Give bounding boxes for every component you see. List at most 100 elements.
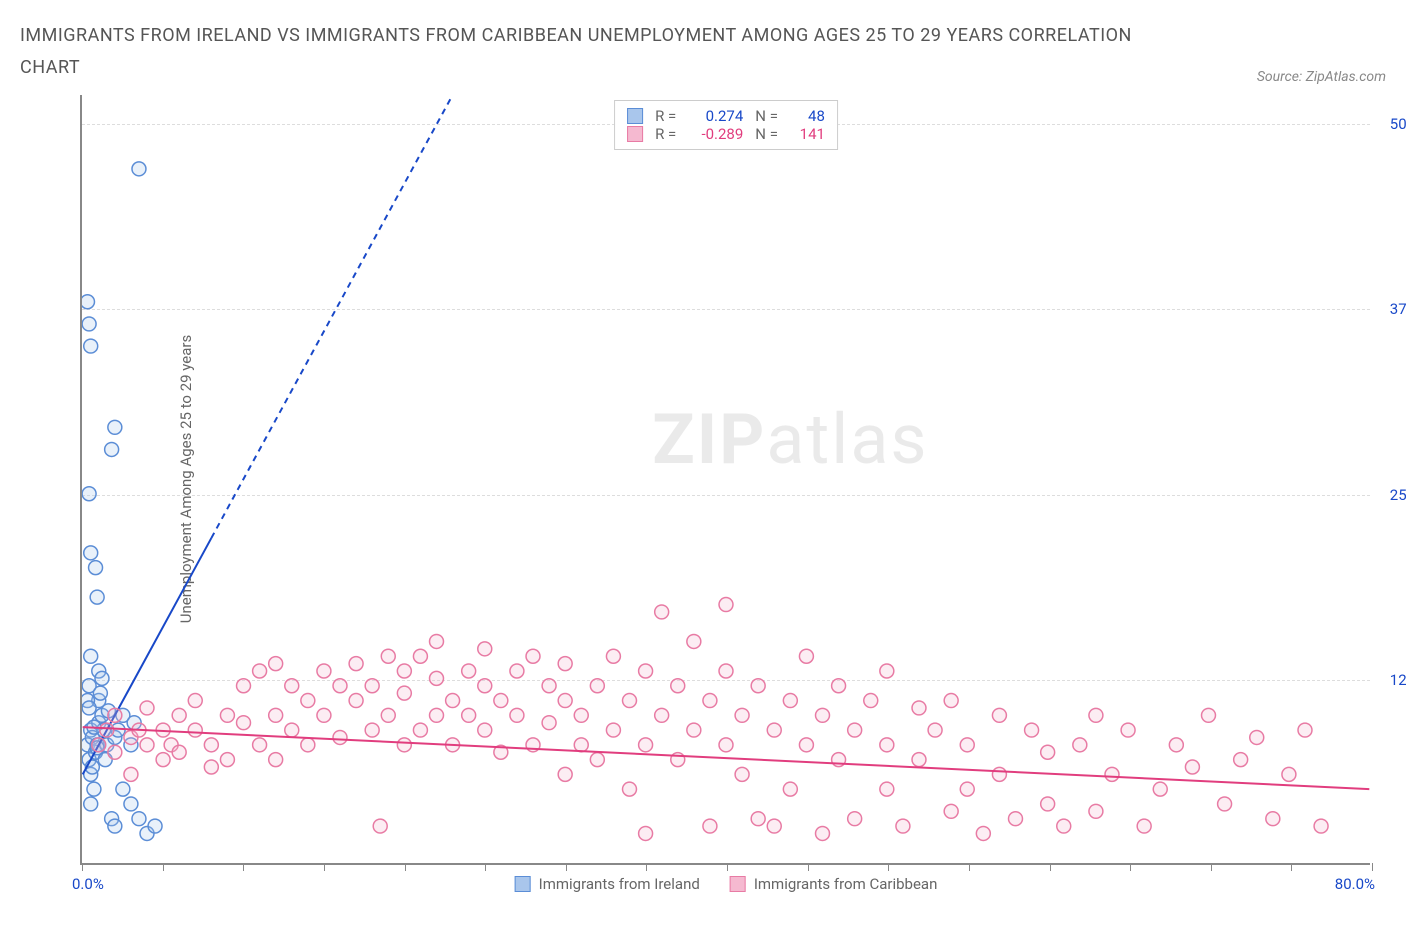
data-point — [301, 738, 315, 752]
data-point — [446, 693, 460, 707]
data-point — [880, 664, 894, 678]
x-tick — [566, 863, 567, 871]
data-point — [526, 649, 540, 663]
x-axis-min-label: 0.0% — [72, 875, 104, 893]
data-point — [124, 767, 138, 781]
data-point — [116, 782, 130, 796]
data-point — [430, 671, 444, 685]
data-point — [767, 723, 781, 737]
data-point — [269, 752, 283, 766]
data-point — [108, 708, 122, 722]
data-point — [87, 782, 101, 796]
data-point — [703, 819, 717, 833]
data-point — [510, 664, 524, 678]
x-tick — [888, 863, 889, 871]
data-point — [992, 708, 1006, 722]
data-point — [735, 708, 749, 722]
data-point — [494, 693, 508, 707]
r-value: 0.274 — [688, 107, 743, 125]
data-point — [100, 723, 114, 737]
data-point — [90, 590, 104, 604]
data-point — [751, 811, 765, 825]
data-point — [253, 664, 267, 678]
data-point — [976, 826, 990, 840]
data-point — [349, 656, 363, 670]
data-point — [1105, 767, 1119, 781]
data-point — [1121, 723, 1135, 737]
x-tick — [485, 863, 486, 871]
data-point — [84, 649, 98, 663]
data-point — [413, 723, 427, 737]
y-tick-label: 50.0% — [1375, 115, 1406, 133]
data-point — [1089, 804, 1103, 818]
x-tick — [324, 863, 325, 871]
data-point — [912, 701, 926, 715]
data-point — [1314, 819, 1328, 833]
data-point — [397, 686, 411, 700]
plot-area: ZIPatlas 12.5%25.0%37.5%50.0% Unemployme… — [80, 95, 1370, 865]
legend-series-label: Immigrants from Ireland — [539, 875, 700, 893]
y-tick-label: 12.5% — [1375, 671, 1406, 689]
legend-series-label: Immigrants from Caribbean — [754, 875, 938, 893]
data-point — [703, 693, 717, 707]
data-point — [1089, 708, 1103, 722]
data-point — [606, 723, 620, 737]
data-point — [1185, 760, 1199, 774]
data-point — [397, 664, 411, 678]
data-point — [381, 708, 395, 722]
data-point — [1218, 797, 1232, 811]
n-value: 141 — [790, 125, 825, 143]
legend-swatch — [515, 876, 531, 892]
data-point — [108, 745, 122, 759]
n-label: N = — [755, 125, 778, 143]
data-point — [1137, 819, 1151, 833]
data-point — [1073, 738, 1087, 752]
data-point — [880, 738, 894, 752]
data-point — [204, 738, 218, 752]
data-point — [84, 339, 98, 353]
data-point — [285, 679, 299, 693]
x-tick — [163, 863, 164, 871]
source-label: Source: ZipAtlas.com — [1257, 69, 1386, 85]
data-point — [108, 420, 122, 434]
data-point — [655, 605, 669, 619]
data-point — [301, 693, 315, 707]
data-point — [397, 738, 411, 752]
data-point — [864, 693, 878, 707]
data-point — [590, 752, 604, 766]
data-point — [237, 715, 251, 729]
data-point — [799, 649, 813, 663]
data-point — [623, 782, 637, 796]
data-point — [799, 738, 813, 752]
data-point — [623, 693, 637, 707]
data-point — [132, 811, 146, 825]
r-value: -0.289 — [688, 125, 743, 143]
data-point — [783, 693, 797, 707]
n-label: N = — [755, 107, 778, 125]
data-point — [269, 708, 283, 722]
data-point — [542, 679, 556, 693]
data-point — [84, 546, 98, 560]
data-point — [140, 738, 154, 752]
data-point — [655, 708, 669, 722]
legend-stat-row: R =0.274N =48 — [627, 107, 825, 125]
data-point — [237, 679, 251, 693]
data-point — [960, 738, 974, 752]
data-point — [1202, 708, 1216, 722]
data-point — [93, 686, 107, 700]
x-tick — [1130, 863, 1131, 871]
data-point — [816, 708, 830, 722]
data-point — [767, 819, 781, 833]
data-point — [848, 811, 862, 825]
data-point — [558, 767, 572, 781]
data-point — [373, 819, 387, 833]
data-point — [89, 560, 103, 574]
data-point — [156, 752, 170, 766]
data-point — [1266, 811, 1280, 825]
data-point — [140, 701, 154, 715]
data-point — [381, 649, 395, 663]
data-point — [960, 782, 974, 796]
data-point — [880, 782, 894, 796]
data-point — [95, 671, 109, 685]
data-point — [253, 738, 267, 752]
